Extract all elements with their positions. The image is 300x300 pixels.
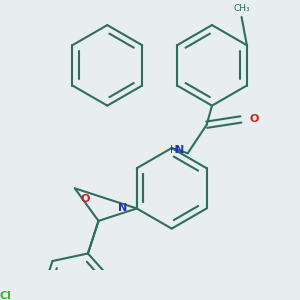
Text: H: H	[170, 145, 177, 155]
Text: Cl: Cl	[0, 290, 12, 300]
Text: N: N	[175, 145, 184, 155]
Text: O: O	[249, 114, 259, 124]
Text: CH₃: CH₃	[233, 4, 250, 13]
Text: N: N	[118, 203, 127, 214]
Text: O: O	[80, 194, 89, 204]
